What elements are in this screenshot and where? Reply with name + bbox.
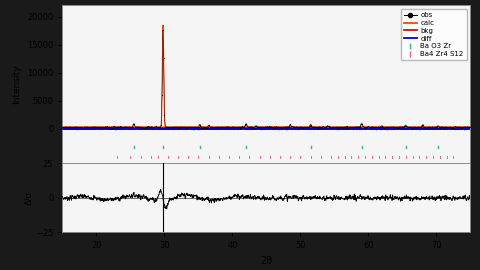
calc bbox=[381, 126, 387, 129]
obs bbox=[296, 126, 302, 130]
diff bbox=[456, 127, 462, 130]
bkg bbox=[456, 126, 461, 129]
diff bbox=[258, 127, 264, 130]
obs bbox=[160, 29, 166, 32]
calc bbox=[456, 126, 461, 129]
Y-axis label: Δ/σ: Δ/σ bbox=[24, 191, 33, 205]
bkg bbox=[468, 126, 473, 129]
Y-axis label: Intensity: Intensity bbox=[12, 65, 22, 104]
calc bbox=[247, 126, 253, 129]
X-axis label: 2θ: 2θ bbox=[260, 256, 273, 266]
bkg bbox=[60, 126, 65, 129]
diff bbox=[456, 127, 462, 130]
calc bbox=[456, 126, 462, 129]
obs bbox=[256, 126, 262, 129]
obs bbox=[459, 126, 465, 130]
bkg bbox=[381, 126, 386, 129]
obs bbox=[60, 125, 65, 129]
obs bbox=[395, 126, 401, 129]
calc bbox=[160, 23, 166, 27]
calc bbox=[80, 126, 86, 129]
diff bbox=[80, 127, 86, 130]
Line: calc: calc bbox=[62, 25, 470, 127]
diff bbox=[60, 127, 65, 130]
bkg bbox=[80, 126, 86, 129]
diff bbox=[248, 127, 253, 131]
obs bbox=[281, 125, 287, 129]
bkg bbox=[456, 126, 461, 129]
diff bbox=[113, 128, 119, 131]
bkg bbox=[258, 126, 264, 129]
obs bbox=[467, 126, 473, 129]
obs bbox=[304, 126, 310, 129]
obs bbox=[254, 125, 260, 128]
calc bbox=[468, 126, 473, 129]
calc bbox=[60, 126, 65, 129]
calc bbox=[258, 126, 264, 129]
Line: diff: diff bbox=[62, 127, 470, 130]
Legend: obs, calc, bkg, diff, Ba O3 Zr, Ba4 Zr4 S12: obs, calc, bkg, diff, Ba O3 Zr, Ba4 Zr4 … bbox=[401, 9, 467, 60]
diff bbox=[468, 127, 473, 131]
bkg bbox=[247, 126, 253, 129]
diff bbox=[381, 128, 387, 131]
Line: obs: obs bbox=[62, 30, 470, 129]
diff bbox=[102, 126, 108, 129]
